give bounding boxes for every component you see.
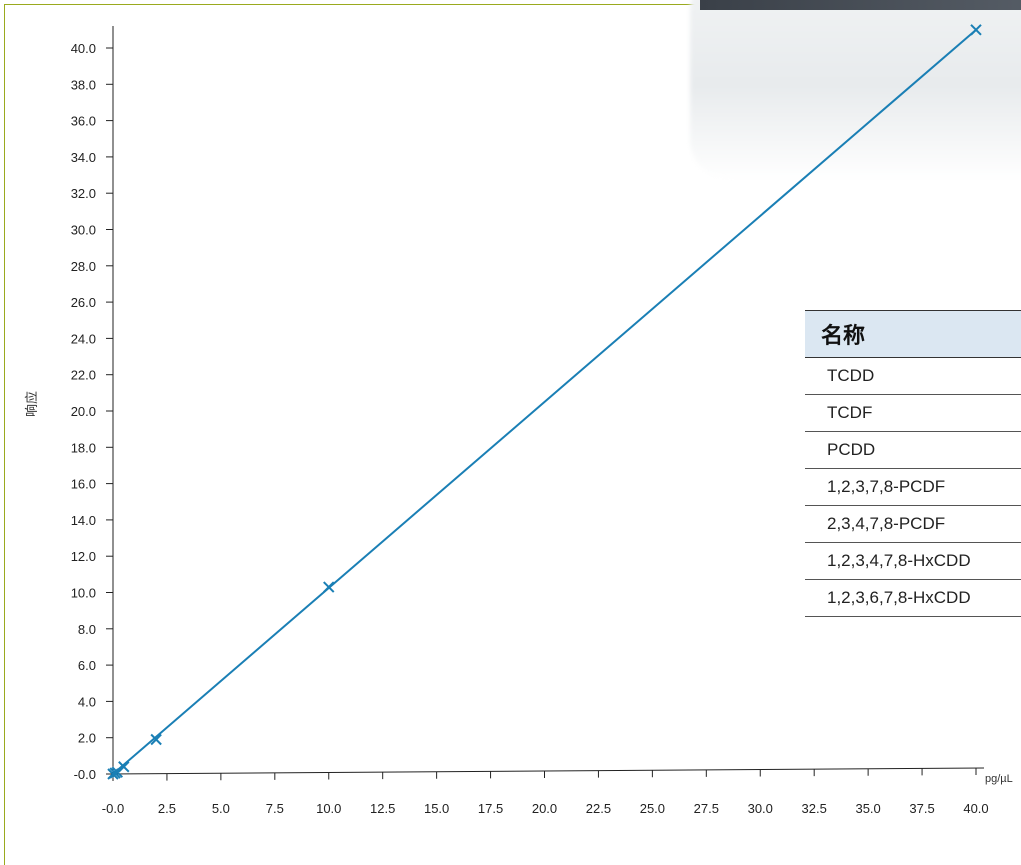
series-fit-line xyxy=(112,29,977,775)
y-tick-label: 10.0 xyxy=(71,586,96,601)
data-point-marker xyxy=(970,24,982,36)
y-tick-label: 12.0 xyxy=(71,549,96,564)
x-tick-label: 32.5 xyxy=(802,801,827,816)
y-tick-label: 28.0 xyxy=(71,259,96,274)
marker-stroke xyxy=(970,24,982,36)
table-cell-name: 1,2,3,6,7,8-HxCDD xyxy=(805,579,1021,617)
x-tick-label: 22.5 xyxy=(586,801,611,816)
calibration-chart: -0.0 2.0 4.0 6.0 8.0 10.0 12.0 14.0 16.0 18.0 20.0… xyxy=(24,24,1013,816)
background-instrument-image xyxy=(690,0,1021,180)
x-tick-label: 15.0 xyxy=(424,801,449,816)
series-layer xyxy=(107,24,982,780)
y-axis-label: 响应 xyxy=(24,391,40,417)
table-row: 2,3,4,7,8-PCDF xyxy=(805,505,1021,543)
marker-stroke xyxy=(150,733,162,746)
table-cell-name: TCDF xyxy=(805,394,1021,432)
y-tick-label: 22.0 xyxy=(71,368,96,383)
x-tick-label: 5.0 xyxy=(212,801,230,816)
y-axis-ticks: -0.0 2.0 4.0 6.0 8.0 10.0 12.0 14.0 16.0 18.0 20.0… xyxy=(71,41,113,782)
compound-table: 名称 TCDD TCDF PCDD 1,2,3,7,8-PCDF 2,3,4,7… xyxy=(805,310,1021,617)
table-row: 1,2,3,4,7,8-HxCDD xyxy=(805,542,1021,580)
marker-stroke xyxy=(323,581,335,593)
marker-stroke xyxy=(118,761,130,773)
data-point-marker xyxy=(150,733,162,746)
table-header-row: 名称 xyxy=(805,310,1021,358)
x-tick-label: 27.5 xyxy=(694,801,719,816)
x-tick-label: 17.5 xyxy=(478,801,503,816)
table-row: TCDF xyxy=(805,394,1021,432)
x-axis-line xyxy=(108,767,985,775)
x-tick-label: 12.5 xyxy=(370,801,395,816)
y-tick-label: 30.0 xyxy=(71,223,96,238)
data-point-marker xyxy=(118,761,130,773)
x-tick-label: 40.0 xyxy=(963,801,988,816)
y-tick-label: 6.0 xyxy=(78,658,96,673)
x-tick-label: 7.5 xyxy=(266,801,284,816)
chart-frame xyxy=(4,4,1021,865)
data-point-marker xyxy=(323,581,335,593)
table-cell-name: 1,2,3,7,8-PCDF xyxy=(805,468,1021,506)
table-row: PCDD xyxy=(805,431,1021,469)
y-tick-label: 16.0 xyxy=(71,477,96,492)
y-tick-label: 4.0 xyxy=(78,694,96,709)
y-tick-label: 18.0 xyxy=(71,440,96,455)
table-row: 1,2,3,7,8-PCDF xyxy=(805,468,1021,506)
table-header-name: 名称 xyxy=(805,310,1021,358)
table-cell-name: PCDD xyxy=(805,431,1021,469)
x-tick-label: 25.0 xyxy=(640,801,665,816)
x-tick-label: 30.0 xyxy=(748,801,773,816)
table-row: 1,2,3,6,7,8-HxCDD xyxy=(805,579,1021,617)
x-axis-unit: pg/µL xyxy=(985,773,1013,785)
y-tick-label: -0.0 xyxy=(74,767,96,782)
x-tick-label: -0.0 xyxy=(102,801,124,816)
x-tick-label: 37.5 xyxy=(909,801,934,816)
y-tick-label: 36.0 xyxy=(71,114,96,129)
y-tick-label: 40.0 xyxy=(71,41,96,56)
y-tick-label: 34.0 xyxy=(71,150,96,165)
table-cell-name: 2,3,4,7,8-PCDF xyxy=(805,505,1021,543)
y-tick-label: 24.0 xyxy=(71,331,96,346)
table-cell-name: TCDD xyxy=(805,357,1021,395)
x-tick-label: 2.5 xyxy=(158,801,176,816)
x-tick-label: 20.0 xyxy=(532,801,557,816)
y-tick-label: 26.0 xyxy=(71,295,96,310)
y-tick-label: 8.0 xyxy=(78,622,96,637)
y-tick-label: 20.0 xyxy=(71,404,96,419)
y-tick-label: 32.0 xyxy=(71,186,96,201)
table-cell-name: 1,2,3,4,7,8-HxCDD xyxy=(805,542,1021,580)
x-axis-ticks: -0.0 2.5 5.0 7.5 10.0 12.5 15.0 17.5 20.0 22.5 25.… xyxy=(102,768,989,816)
table-row: TCDD xyxy=(805,357,1021,395)
background-instrument-stripe xyxy=(700,0,1021,10)
y-tick-label: 2.0 xyxy=(78,731,96,746)
y-tick-label: 38.0 xyxy=(71,77,96,92)
x-tick-label: 35.0 xyxy=(855,801,880,816)
x-tick-label: 10.0 xyxy=(316,801,341,816)
y-tick-label: 14.0 xyxy=(71,513,96,528)
axes xyxy=(108,26,985,778)
